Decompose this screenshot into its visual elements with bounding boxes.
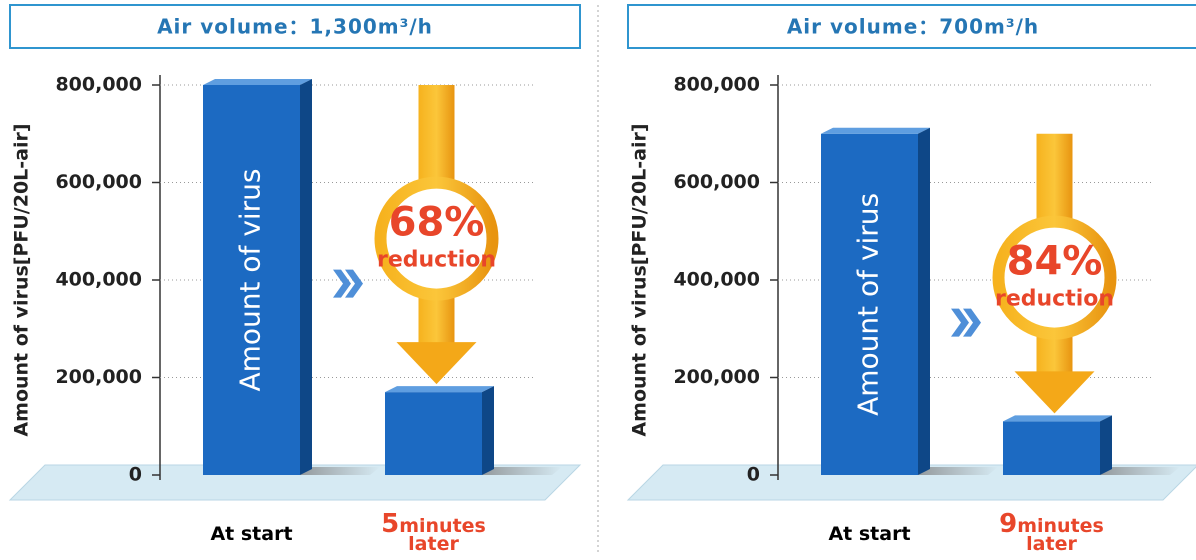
chevron [333, 269, 351, 298]
x-tick-label: 5minutes later [381, 509, 486, 555]
bar-top [203, 79, 312, 85]
chevron [963, 308, 981, 337]
reduction-ring [992, 215, 1117, 340]
chevron [345, 269, 363, 298]
bar [1003, 421, 1100, 475]
bar-top [821, 127, 930, 134]
bar [821, 133, 918, 475]
bar-shadow [918, 467, 998, 475]
arrow-head [1014, 371, 1095, 414]
bar-shadow [1100, 467, 1180, 475]
y-tick-label: 0 [129, 464, 142, 486]
reduction-value: 68% [389, 200, 485, 246]
x-tick-label: At start [210, 523, 293, 545]
y-tick-label: 400,000 [55, 269, 142, 291]
y-tick-label: 600,000 [55, 171, 142, 193]
x-tick-label: 9minutes later [999, 509, 1104, 555]
bar-side [300, 79, 312, 475]
bar-side [918, 127, 930, 475]
title-box [627, 4, 1196, 49]
bar-shadow [300, 467, 380, 475]
y-tick-label: 200,000 [673, 366, 760, 388]
bar-label: Amount of virus [234, 168, 267, 391]
y-tick-label: 400,000 [673, 269, 760, 291]
bar-side [482, 386, 494, 475]
bar-label: Amount of virus [852, 193, 885, 416]
chart-title: Air volume：700m³/h [787, 15, 1039, 39]
bar-side [1100, 415, 1112, 475]
y-tick-label: 200,000 [55, 366, 142, 388]
chevron [951, 308, 969, 337]
reduction-ring [374, 176, 499, 301]
bar [203, 85, 300, 475]
y-tick-label: 0 [747, 464, 760, 486]
bar-shadow [482, 467, 562, 475]
x-tick-label: At start [828, 523, 911, 545]
title-box [9, 4, 581, 49]
y-tick-label: 600,000 [673, 171, 760, 193]
chart-title: Air volume：1,300m³/h [157, 15, 433, 39]
reduction-value: 84% [1007, 239, 1103, 285]
y-axis-label: Amount of virus[PFU/20L-air] [11, 123, 33, 436]
reduction-text: reduction [377, 248, 496, 273]
bar [385, 392, 482, 475]
bar-top [1003, 415, 1112, 422]
arrow-head [396, 342, 477, 385]
bar-top [385, 386, 494, 393]
reduction-text: reduction [995, 287, 1114, 312]
y-axis-label: Amount of virus[PFU/20L-air] [629, 123, 651, 436]
y-tick-label: 800,000 [673, 74, 760, 96]
y-tick-label: 800,000 [55, 74, 142, 96]
